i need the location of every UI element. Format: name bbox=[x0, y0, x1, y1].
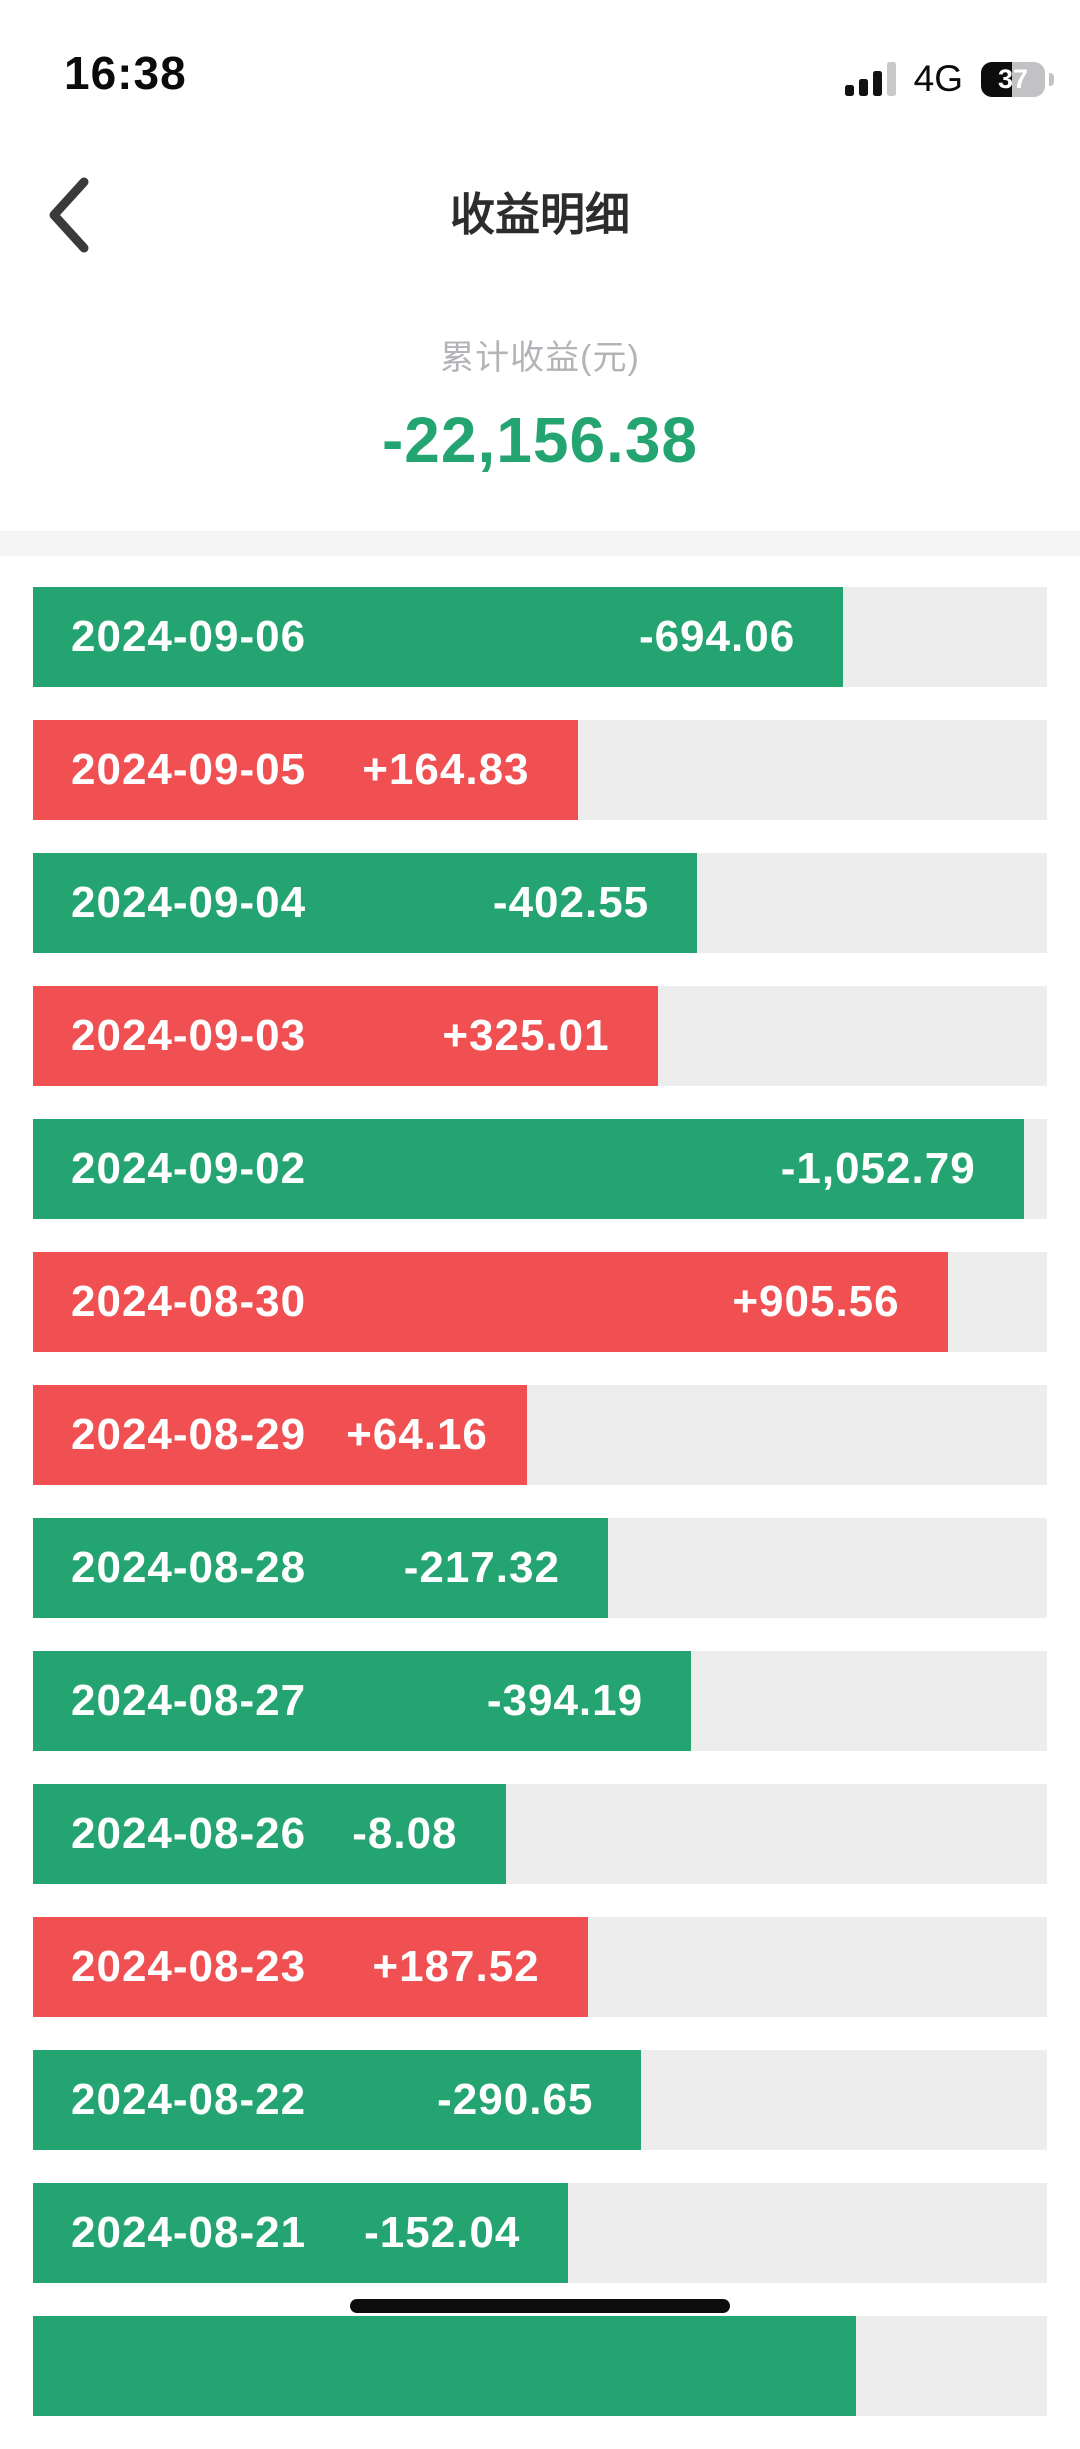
row-value-label: -152.04 bbox=[364, 2208, 521, 2257]
income-row[interactable]: 2024-09-03 +325.01 bbox=[33, 986, 1047, 1086]
chevron-left-icon bbox=[49, 177, 89, 253]
row-value-label: -217.32 bbox=[403, 1543, 560, 1592]
income-row[interactable]: 2024-09-06 -694.06 bbox=[33, 587, 1047, 687]
row-date-label: 2024-09-03 bbox=[71, 1011, 307, 1060]
status-icons: 4G 37 bbox=[844, 58, 1054, 100]
row-date-label: 2024-09-02 bbox=[71, 1144, 307, 1193]
income-bar: 2024-08-27 -394.19 bbox=[33, 1651, 692, 1751]
income-bar: 2024-08-23 +187.52 bbox=[33, 1917, 588, 2017]
row-date-label: 2024-08-30 bbox=[71, 1277, 307, 1326]
row-value-label: -1,052.79 bbox=[780, 1144, 976, 1193]
row-date-label: 2024-08-29 bbox=[71, 1410, 307, 1459]
row-value-label: +905.56 bbox=[732, 1277, 900, 1326]
income-list: 2024-09-06 -694.06 2024-09-05 +164.83 20… bbox=[33, 587, 1047, 2449]
income-bar: 2024-09-02 -1,052.79 bbox=[33, 1119, 1024, 1219]
clock-time: 16:38 bbox=[64, 47, 187, 99]
income-bar: 2024-09-04 -402.55 bbox=[33, 853, 698, 953]
income-row[interactable]: 2024-08-21 -152.04 bbox=[33, 2183, 1047, 2283]
income-bar: 2024-08-26 -8.08 bbox=[33, 1784, 506, 1884]
income-bar: 2024-09-03 +325.01 bbox=[33, 986, 658, 1086]
row-date-label: 2024-08-22 bbox=[71, 2075, 307, 2124]
income-row[interactable]: 2024-08-27 -394.19 bbox=[33, 1651, 1047, 1751]
row-value-label: -8.08 bbox=[352, 1809, 458, 1858]
income-bar: 2024-08-28 -217.32 bbox=[33, 1518, 608, 1618]
page-title: 收益明细 bbox=[449, 189, 630, 240]
row-value-label: +164.83 bbox=[362, 745, 530, 794]
income-bar: 2024-08-21 -152.04 bbox=[33, 2183, 569, 2283]
back-button[interactable] bbox=[38, 172, 108, 258]
row-value-label: -394.19 bbox=[486, 1676, 644, 1725]
row-date-label: 2024-09-04 bbox=[71, 878, 307, 927]
row-value-label: -290.65 bbox=[437, 2075, 594, 2124]
income-bar: 2024-08-22 -290.65 bbox=[33, 2050, 642, 2150]
row-date-label: 2024-08-28 bbox=[71, 1543, 307, 1592]
income-row[interactable]: 2024-09-02 -1,052.79 bbox=[33, 1119, 1047, 1219]
income-row[interactable] bbox=[33, 2316, 1047, 2416]
income-row[interactable]: 2024-08-30 +905.56 bbox=[33, 1252, 1047, 1352]
battery-cap bbox=[1049, 72, 1054, 86]
nav-header: 收益明细 bbox=[0, 160, 1080, 270]
summary-label: 累计收益(元) bbox=[440, 339, 640, 377]
section-divider bbox=[0, 531, 1080, 556]
income-bar: 2024-08-29 +64.16 bbox=[33, 1385, 527, 1485]
row-value-label: -402.55 bbox=[492, 878, 650, 927]
row-value-label: -694.06 bbox=[638, 612, 796, 661]
battery-fill bbox=[981, 61, 1012, 97]
income-bar: 2024-09-06 -694.06 bbox=[33, 587, 844, 687]
row-value-label: +64.16 bbox=[346, 1410, 488, 1459]
income-row[interactable]: 2024-08-26 -8.08 bbox=[33, 1784, 1047, 1884]
row-value-label: +187.52 bbox=[372, 1942, 540, 1991]
row-date-label: 2024-09-06 bbox=[71, 612, 307, 661]
row-date-label: 2024-09-05 bbox=[71, 745, 307, 794]
row-date-label: 2024-08-26 bbox=[71, 1809, 307, 1858]
battery-percentage: 37 bbox=[997, 63, 1029, 94]
status-bar: 16:38 4G 37 bbox=[0, 0, 1080, 110]
income-bar bbox=[33, 2316, 857, 2416]
row-date-label: 2024-08-23 bbox=[71, 1942, 307, 1991]
income-bar: 2024-08-30 +905.56 bbox=[33, 1252, 948, 1352]
income-bar: 2024-09-05 +164.83 bbox=[33, 720, 578, 820]
battery-icon: 37 bbox=[981, 61, 1045, 97]
signal-strength-icon bbox=[844, 62, 896, 96]
cumulative-income-value: -22,156.38 bbox=[381, 404, 699, 476]
row-date-label: 2024-08-27 bbox=[71, 1676, 307, 1725]
home-indicator[interactable] bbox=[350, 2299, 730, 2313]
summary-section: 累计收益(元) -22,156.38 bbox=[0, 330, 1080, 477]
income-row[interactable]: 2024-08-23 +187.52 bbox=[33, 1917, 1047, 2017]
income-row[interactable]: 2024-08-22 -290.65 bbox=[33, 2050, 1047, 2150]
row-value-label: +325.01 bbox=[442, 1011, 610, 1060]
network-type-label: 4G bbox=[913, 58, 963, 99]
row-date-label: 2024-08-21 bbox=[71, 2208, 307, 2257]
income-row[interactable]: 2024-09-05 +164.83 bbox=[33, 720, 1047, 820]
income-row[interactable]: 2024-08-29 +64.16 bbox=[33, 1385, 1047, 1485]
income-row[interactable]: 2024-09-04 -402.55 bbox=[33, 853, 1047, 953]
income-row[interactable]: 2024-08-28 -217.32 bbox=[33, 1518, 1047, 1618]
